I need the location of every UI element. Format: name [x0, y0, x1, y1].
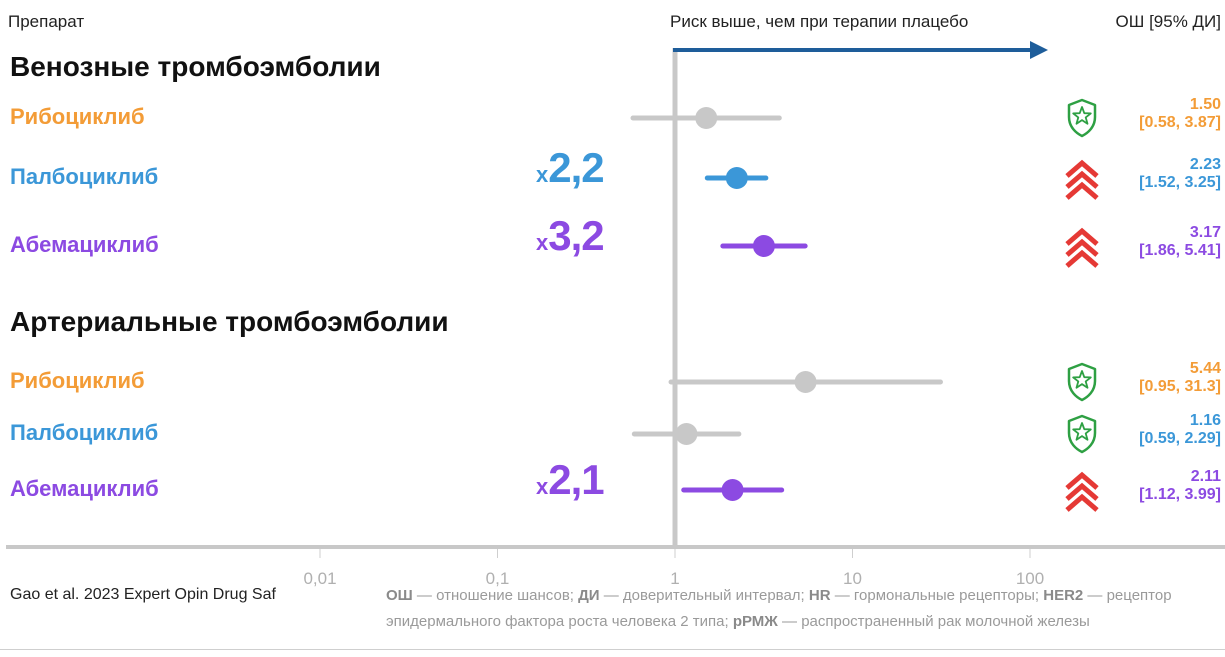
or-ci: [0.95, 31.3]	[1139, 378, 1221, 395]
or-point: 2.11	[1190, 468, 1221, 485]
x-tick-label: 100	[1016, 569, 1044, 588]
double-chevron-up-icon	[1065, 227, 1099, 268]
shield-star-icon	[1067, 362, 1097, 402]
abbr-term: HR	[808, 587, 831, 604]
point-estimate	[725, 167, 748, 189]
x-tick-label: 0,1	[486, 569, 510, 588]
double-chevron-up-icon	[1065, 159, 1099, 200]
or-point: 1.50	[1189, 96, 1221, 113]
or-ci: [1.86, 5.41]	[1139, 242, 1221, 259]
drug-label: Рибоциклиб	[10, 368, 145, 393]
or-value: 5.44 [0.95, 31.3]	[1139, 360, 1221, 396]
shield-star-icon	[1067, 414, 1097, 454]
section-title: Артериальные тромбоэмболии	[10, 306, 449, 337]
shield-star-icon	[1067, 98, 1097, 138]
or-point: 5.44	[1189, 360, 1221, 377]
drug-label: Палбоциклиб	[10, 420, 159, 445]
or-ci: [0.58, 3.87]	[1139, 114, 1221, 131]
or-ci: [1.52, 3.25]	[1139, 174, 1221, 191]
abbr-definition: — доверительный интервал;	[599, 587, 809, 604]
or-point: 3.17	[1189, 224, 1221, 241]
abbr-definition: — гормональные рецепторы;	[830, 587, 1044, 604]
or-ci: [0.59, 2.29]	[1139, 430, 1221, 447]
or-point: 2.23	[1189, 156, 1221, 173]
section-title: Венозные тромбоэмболии	[10, 51, 381, 82]
source-citation: Gao et al. 2023 Expert Opin Drug Saf	[10, 586, 276, 603]
risk-multiplier: x3,2	[536, 212, 605, 259]
risk-direction-label: Риск выше, чем при терапии плацебо	[670, 12, 969, 31]
or-value: 1.16 [0.59, 2.29]	[1139, 412, 1221, 448]
drug-label: Абемациклиб	[10, 476, 159, 501]
abbr-term: ОШ	[386, 587, 413, 604]
or-value: 2.11 [1.12, 3.99]	[1139, 468, 1221, 504]
or-column-header: ОШ [95% ДИ]	[1115, 12, 1221, 31]
abbr-term: рРМЖ	[732, 613, 778, 630]
point-estimate	[675, 423, 698, 445]
abbr-term: ДИ	[578, 587, 600, 604]
abbreviations-note: ОШ — отношение шансов; ДИ — доверительны…	[386, 583, 1186, 635]
drug-column-header: Препарат	[8, 12, 85, 31]
double-chevron-up-icon	[1065, 471, 1099, 512]
point-estimate	[721, 479, 744, 501]
drug-label: Абемациклиб	[10, 232, 159, 257]
or-ci: [1.12, 3.99]	[1139, 486, 1221, 503]
or-value: 2.23 [1.52, 3.25]	[1139, 156, 1221, 192]
point-estimate	[794, 371, 817, 393]
point-estimate	[695, 107, 718, 129]
x-tick-label: 0,01	[303, 569, 336, 588]
abbr-definition: — рецептор эпидермального фактора роста …	[386, 587, 1172, 630]
or-value: 3.17 [1.86, 5.41]	[1139, 224, 1221, 260]
x-tick-label: 1	[670, 569, 679, 588]
abbr-definition: — распространенный рак молочной железы	[777, 613, 1090, 630]
bottom-divider	[0, 649, 1225, 650]
point-estimate	[752, 235, 775, 257]
drug-label: Рибоциклиб	[10, 104, 145, 129]
risk-multiplier: x2,1	[536, 456, 605, 503]
x-tick-label: 10	[843, 569, 862, 588]
or-point: 1.16	[1189, 412, 1221, 429]
drug-label: Палбоциклиб	[10, 164, 159, 189]
or-value: 1.50 [0.58, 3.87]	[1139, 96, 1221, 132]
abbr-term: HER2	[1043, 587, 1084, 604]
risk-multiplier: x2,2	[536, 144, 605, 191]
risk-arrow-head	[1030, 41, 1048, 59]
abbr-definition: — отношение шансов;	[412, 587, 579, 604]
